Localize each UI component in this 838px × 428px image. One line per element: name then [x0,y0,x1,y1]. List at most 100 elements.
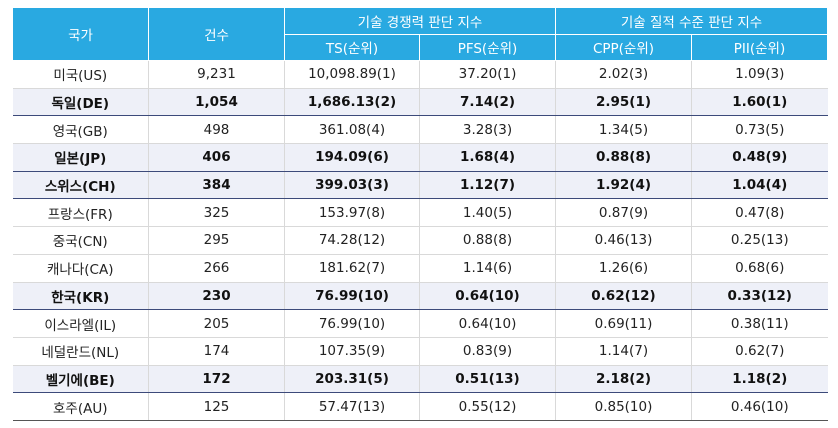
cell-count: 295 [148,226,285,255]
cell-ts: 361.08(4) [284,115,420,145]
cell-cpp: 0.87(9) [555,198,692,228]
table-row: 프랑스(FR) 325 153.97(8) 1.40(5) 0.87(9) 0.47(8) [12,198,828,228]
cell-country: 호주(AU) [12,392,149,421]
cell-country: 영국(GB) [12,115,149,145]
cell-pfs: 1.68(4) [419,143,556,172]
cell-pii: 0.38(11) [691,309,828,338]
table-row: 미국(US) 9,231 10,098.89(1) 37.20(1) 2.02(3) 1.… [12,60,828,89]
header-ts: TS(순위) [284,33,420,61]
cell-pii: 1.04(4) [691,170,828,200]
cell-pfs: 3.28(3) [419,115,556,145]
cell-country: 프랑스(FR) [12,198,149,228]
cell-pii: 0.73(5) [691,115,828,145]
table-row: 일본(JP) 406 194.09(6) 1.68(4) 0.88(8) 0.48(9) [12,143,828,172]
header-group-quality: 기술 질적 수준 판단 지수 [555,7,828,35]
cell-pii: 0.47(8) [691,198,828,228]
cell-count: 9,231 [148,60,285,89]
table-row: 캐나다(CA) 266 181.62(7) 1.14(6) 1.26(6) 0.68(6) [12,254,828,283]
cell-ts: 399.03(3) [284,170,420,200]
cell-pii: 0.33(12) [691,281,828,311]
cell-ts: 194.09(6) [284,143,420,172]
cell-ts: 10,098.89(1) [284,60,420,89]
cell-count: 230 [148,281,285,311]
cell-cpp: 2.02(3) [555,60,692,89]
table-row: 영국(GB) 498 361.08(4) 3.28(3) 1.34(5) 0.73(5) [12,115,828,145]
table-row: 호주(AU) 125 57.47(13) 0.55(12) 0.85(10) 0.46(1… [12,392,828,421]
table-row: 이스라엘(IL) 205 76.99(10) 0.64(10) 0.69(11) 0.38… [12,309,828,338]
cell-ts: 181.62(7) [284,254,420,283]
cell-country: 중국(CN) [12,226,149,255]
cell-count: 205 [148,309,285,338]
cell-country: 스위스(CH) [12,170,149,200]
cell-ts: 1,686.13(2) [284,87,420,117]
cell-country: 미국(US) [12,60,149,89]
cell-count: 125 [148,392,285,421]
table-row: 독일(DE) 1,054 1,686.13(2) 7.14(2) 2.95(1) 1.60… [12,87,828,117]
header-country: 국가 [12,7,149,61]
cell-count: 1,054 [148,87,285,117]
cell-cpp: 1.92(4) [555,170,692,200]
cell-country: 독일(DE) [12,87,149,117]
data-table-container: 국가 건수 기술 경쟁력 판단 지수 기술 질적 수준 판단 지수 TS(순위)… [12,7,828,421]
cell-pii: 1.09(3) [691,60,828,89]
cell-pii: 1.60(1) [691,87,828,117]
cell-pfs: 0.83(9) [419,337,556,366]
cell-pfs: 0.51(13) [419,364,556,394]
table-header: 국가 건수 기술 경쟁력 판단 지수 기술 질적 수준 판단 지수 TS(순위)… [12,7,828,61]
cell-ts: 57.47(13) [284,392,420,421]
cell-count: 406 [148,143,285,172]
cell-pfs: 7.14(2) [419,87,556,117]
cell-count: 498 [148,115,285,145]
cell-pfs: 37.20(1) [419,60,556,89]
cell-pfs: 0.88(8) [419,226,556,255]
cell-country: 일본(JP) [12,143,149,172]
cell-count: 266 [148,254,285,283]
cell-pfs: 1.14(6) [419,254,556,283]
cell-pii: 0.68(6) [691,254,828,283]
table-row: 스위스(CH) 384 399.03(3) 1.12(7) 1.92(4) 1.04(4) [12,170,828,200]
cell-ts: 153.97(8) [284,198,420,228]
cell-pii: 1.18(2) [691,364,828,394]
cell-ts: 76.99(10) [284,309,420,338]
cell-cpp: 2.18(2) [555,364,692,394]
cell-ts: 74.28(12) [284,226,420,255]
header-pii: PII(순위) [691,33,828,61]
cell-pii: 0.62(7) [691,337,828,366]
cell-cpp: 1.34(5) [555,115,692,145]
cell-pfs: 0.64(10) [419,309,556,338]
cell-count: 174 [148,337,285,366]
cell-pii: 0.46(10) [691,392,828,421]
cell-country: 이스라엘(IL) [12,309,149,338]
cell-ts: 107.35(9) [284,337,420,366]
cell-ts: 203.31(5) [284,364,420,394]
country-index-table: 국가 건수 기술 경쟁력 판단 지수 기술 질적 수준 판단 지수 TS(순위)… [12,7,828,421]
cell-ts: 76.99(10) [284,281,420,311]
table-body: 미국(US) 9,231 10,098.89(1) 37.20(1) 2.02(3) 1.… [12,60,828,421]
cell-pfs: 0.55(12) [419,392,556,421]
cell-pfs: 1.40(5) [419,198,556,228]
table-row: 벨기에(BE) 172 203.31(5) 0.51(13) 2.18(2) 1.18(2… [12,364,828,394]
header-pfs: PFS(순위) [419,33,556,61]
cell-cpp: 0.85(10) [555,392,692,421]
cell-count: 384 [148,170,285,200]
cell-pii: 0.25(13) [691,226,828,255]
table-row: 중국(CN) 295 74.28(12) 0.88(8) 0.46(13) 0.25(13… [12,226,828,255]
cell-country: 벨기에(BE) [12,364,149,394]
cell-cpp: 0.88(8) [555,143,692,172]
cell-cpp: 0.62(12) [555,281,692,311]
cell-count: 172 [148,364,285,394]
cell-country: 네덜란드(NL) [12,337,149,366]
cell-cpp: 1.26(6) [555,254,692,283]
cell-cpp: 1.14(7) [555,337,692,366]
cell-country: 캐나다(CA) [12,254,149,283]
cell-country: 한국(KR) [12,281,149,311]
table-row: 한국(KR) 230 76.99(10) 0.64(10) 0.62(12) 0.33(1… [12,281,828,311]
cell-count: 325 [148,198,285,228]
cell-cpp: 0.69(11) [555,309,692,338]
header-cpp: CPP(순위) [555,33,692,61]
header-count: 건수 [148,7,285,61]
cell-cpp: 2.95(1) [555,87,692,117]
cell-pfs: 1.12(7) [419,170,556,200]
cell-pii: 0.48(9) [691,143,828,172]
cell-cpp: 0.46(13) [555,226,692,255]
